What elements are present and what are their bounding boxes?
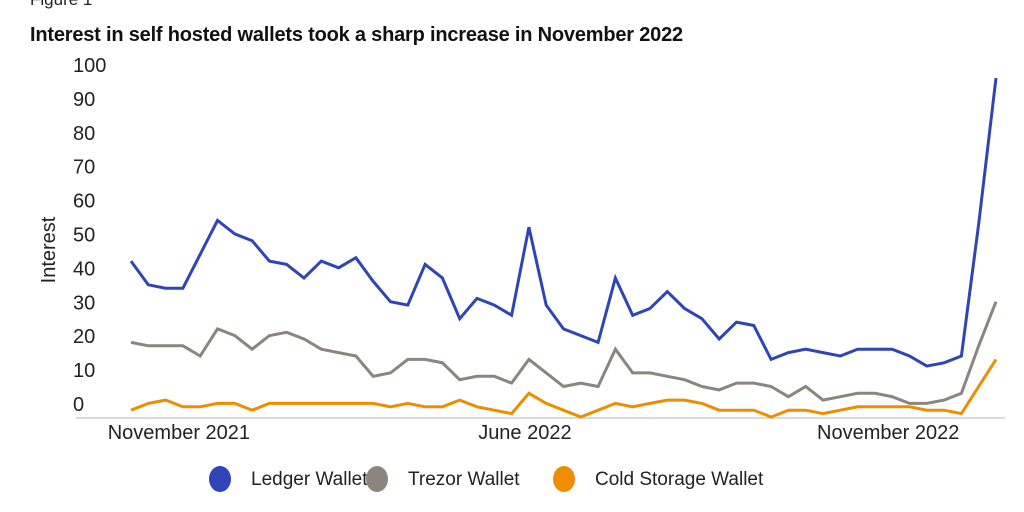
legend: Ledger Wallet Trezor Wallet Cold Storage W…: [209, 466, 764, 492]
series-lines: [129, 77, 998, 419]
y-tick-label: 20: [73, 326, 95, 348]
y-tick-label: 80: [73, 123, 95, 145]
x-tick-label: November 2022: [817, 422, 959, 444]
y-axis-label: Interest: [38, 216, 60, 283]
legend-label: Ledger Wallet: [251, 469, 368, 490]
legend-label: Cold Storage Wallet: [595, 469, 764, 490]
series-line-trezor-wallet: [130, 301, 998, 405]
legend-label: Trezor Wallet: [408, 469, 520, 490]
y-tick-label: 30: [73, 292, 95, 314]
legend-marker: [553, 466, 575, 492]
y-tick-label: 90: [73, 89, 95, 111]
chart-title: Interest in self hosted wallets took a s…: [30, 24, 683, 46]
y-tick-label: 70: [73, 157, 95, 179]
y-tick-label: 60: [73, 191, 95, 213]
legend-item: Cold Storage Wallet: [553, 466, 764, 492]
x-tick-label: June 2022: [478, 422, 571, 444]
y-tick-label: 100: [73, 55, 106, 77]
x-tick-label: November 2021: [108, 422, 250, 444]
y-tick-label: 40: [73, 258, 95, 280]
y-tick-label: 0: [73, 394, 84, 416]
figure-label: Figure 1: [30, 0, 92, 10]
series-line-ledger-wallet: [129, 77, 998, 368]
series-line-cold-storage-wallet: [130, 358, 998, 419]
legend-item: Trezor Wallet: [366, 466, 520, 492]
x-axis-ticks: November 2021 June 2022 November 2022: [108, 422, 960, 444]
legend-item: Ledger Wallet: [209, 466, 368, 492]
y-axis-ticks: 0 10 20 30 40 50 60 70 80 90 100: [73, 55, 106, 416]
legend-marker: [209, 466, 231, 492]
y-tick-label: 10: [73, 360, 95, 382]
legend-marker: [366, 466, 388, 492]
y-tick-label: 50: [73, 225, 95, 247]
